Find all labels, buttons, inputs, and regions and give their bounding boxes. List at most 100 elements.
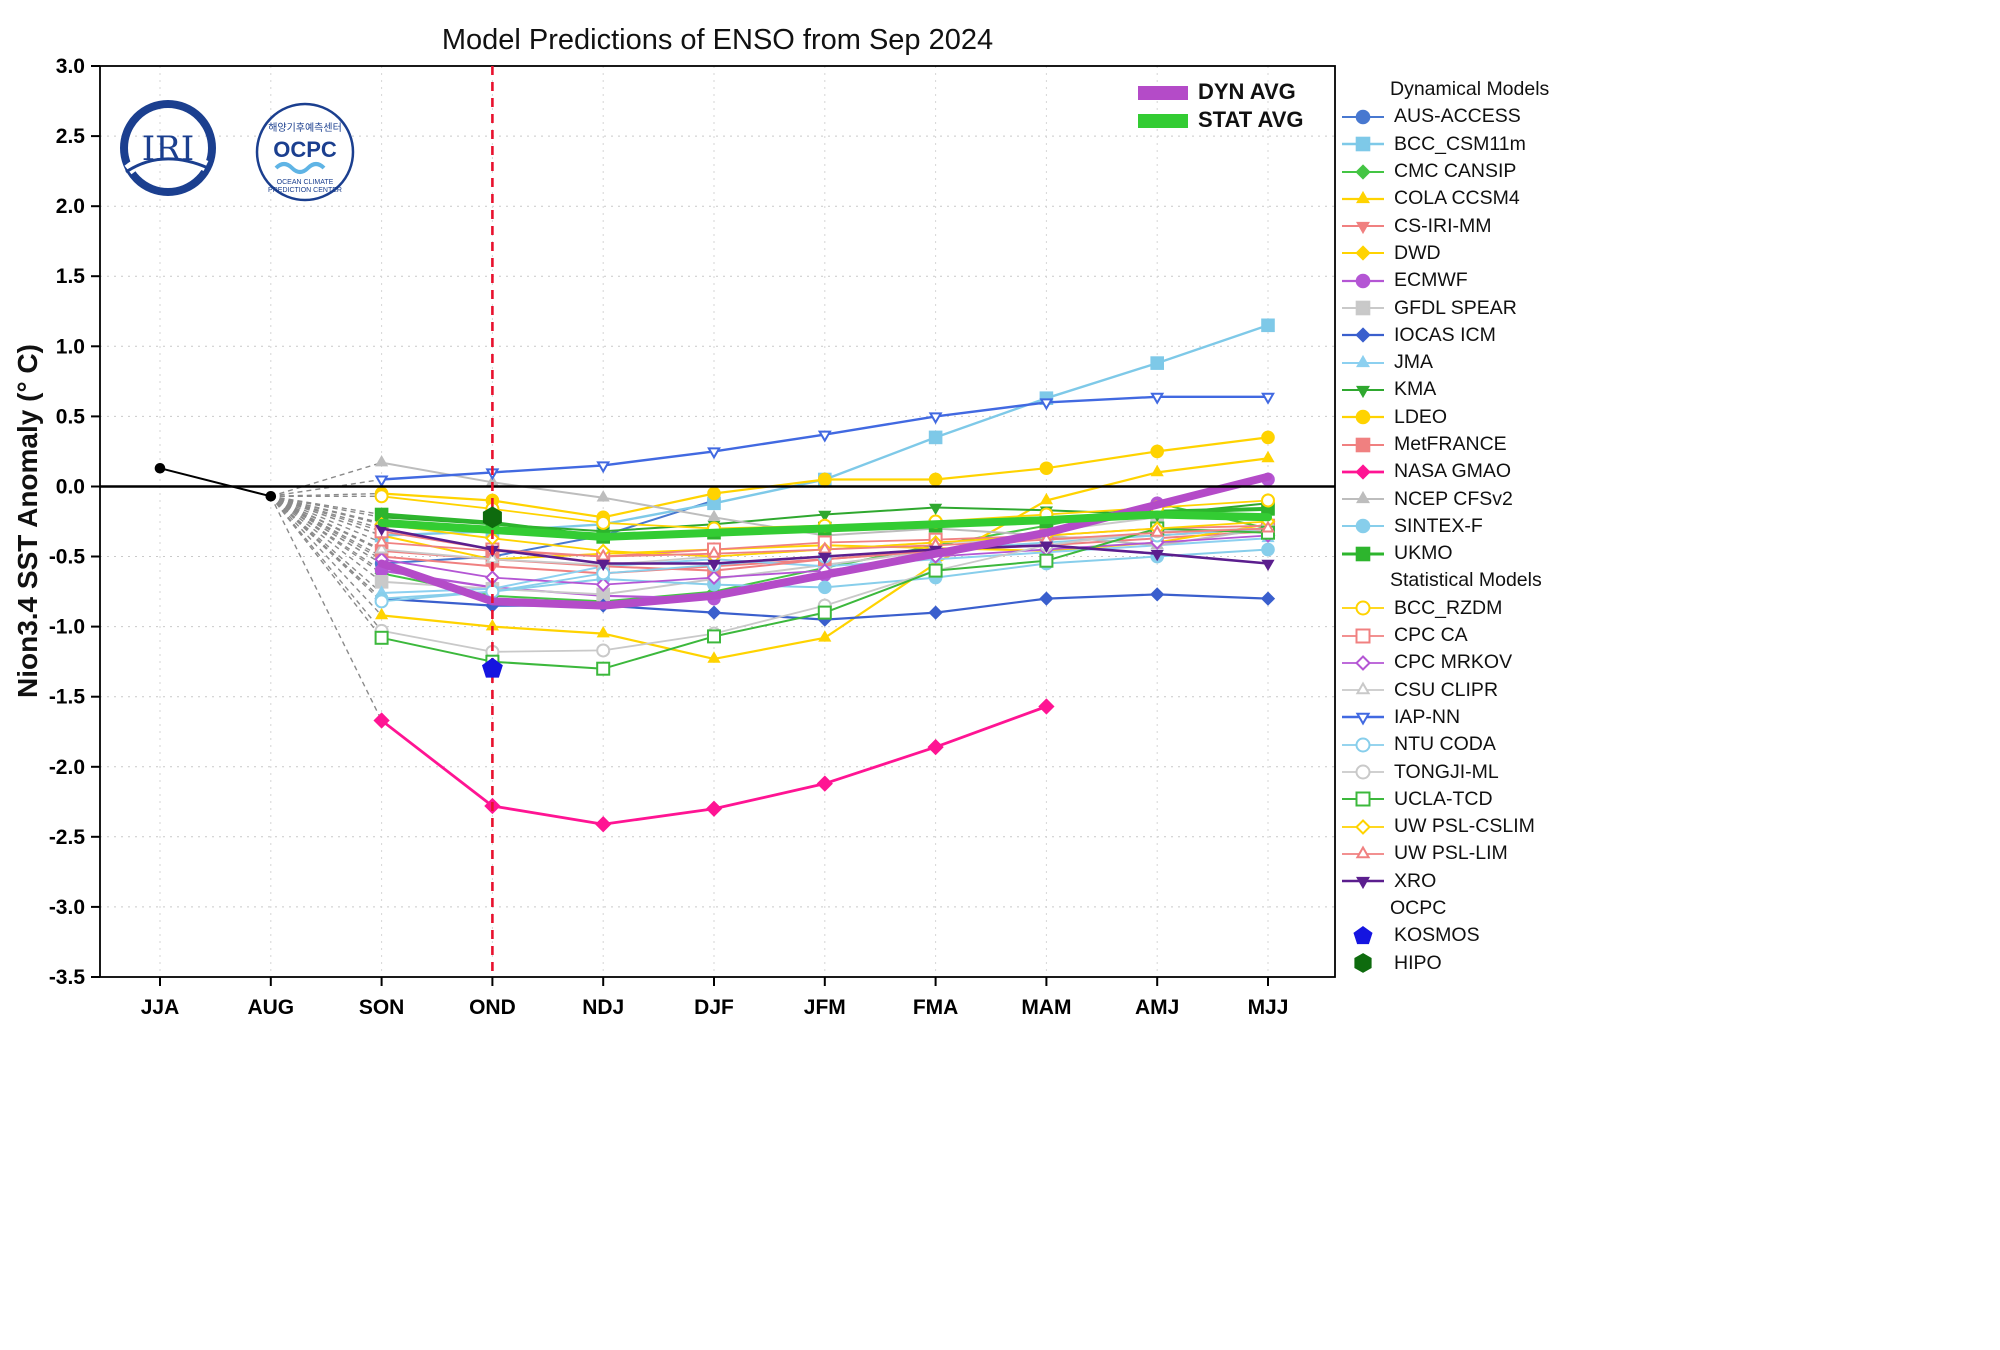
legend-label-uw-psl-lim: UW PSL-LIM	[1394, 842, 1508, 865]
series-marker-iap-nn	[1039, 398, 1054, 411]
fan-line-sintex-f	[270, 495, 383, 600]
legend-marker-tongji-ml	[1355, 764, 1371, 780]
legend-marker-hipo	[1354, 953, 1372, 974]
series-marker-cpc-mrkov	[706, 570, 722, 586]
series-marker-xro	[1150, 549, 1164, 562]
legend-item-cmc-cansip: CMC CANSIP	[1340, 158, 1995, 185]
legend-swatch-ncep-cfsv2	[1342, 490, 1384, 504]
legend-label-nasa-gmao: NASA GMAO	[1394, 460, 1512, 483]
series-marker-nasa-gmao	[595, 816, 612, 833]
legend-section-statistical: Statistical Models	[1390, 569, 1542, 592]
fan-line-jma	[270, 495, 383, 594]
series-marker-ncep-cfsv2	[375, 455, 389, 467]
series-marker-ucla-tcd	[707, 629, 721, 644]
legend-label-gfdl-spear: GFDL SPEAR	[1394, 296, 1517, 319]
y-tick-label: -2.0	[49, 756, 85, 779]
y-tick-label: -1.0	[49, 616, 85, 639]
legend-item-kma: KMA	[1340, 376, 1995, 403]
legend-label-cpc-ca: CPC CA	[1394, 624, 1468, 647]
y-tick-label: 2.0	[56, 195, 85, 218]
series-marker-ucla-tcd	[817, 605, 832, 620]
legend-marker-ncep-cfsv2	[1356, 490, 1370, 504]
legend-swatch-kosmos	[1353, 925, 1373, 944]
legend-label-ucla-tcd: UCLA-TCD	[1394, 787, 1493, 810]
legend-swatch-cpc-mrkov	[1342, 654, 1384, 671]
legend-label-cs-iri-mm: CS-IRI-MM	[1394, 214, 1492, 237]
legend-section-dynamical: Dynamical Models	[1390, 78, 1550, 101]
legend-item-csu-clipr: CSU CLIPR	[1340, 677, 1995, 704]
legend-swatch-xro	[1342, 877, 1384, 890]
series-marker-iocas-icm	[1039, 591, 1054, 606]
fan-line-tongji-ml	[270, 495, 383, 632]
series-marker-cola-ccsm4	[1039, 492, 1053, 505]
legend-item-iap-nn: IAP-NN	[1340, 704, 1995, 731]
series-marker-iap-nn	[1261, 392, 1275, 405]
x-tick-label: OND	[469, 996, 516, 1019]
series-marker-ntu-coda	[374, 594, 389, 609]
series-marker-ucla-tcd	[1039, 553, 1054, 568]
y-tick-label: -1.5	[49, 686, 86, 709]
legend-label-dwd: DWD	[1394, 241, 1441, 264]
legend-marker-uw-psl-lim	[1355, 845, 1371, 859]
legend-swatch-sintex-f	[1342, 519, 1384, 534]
series-marker-iocas-icm	[1150, 587, 1165, 602]
x-tick-label: JFM	[804, 996, 846, 1019]
x-tick-label: DJF	[694, 996, 734, 1019]
legend-item-gfdl-spear: GFDL SPEAR	[1340, 294, 1995, 321]
series-marker-uw-psl-lim	[817, 541, 832, 554]
series-marker-bcc-rzdm	[374, 489, 389, 504]
series-marker-cola-ccsm4	[818, 630, 832, 642]
series-marker-bcc-rzdm	[1261, 493, 1275, 508]
legend-marker-csu-clipr	[1355, 681, 1371, 695]
legend-label-uw-psl-cslim: UW PSL-CSLIM	[1394, 815, 1535, 838]
legend-swatch-ldeo	[1342, 409, 1384, 425]
series-marker-ldeo	[928, 472, 943, 487]
fan-line-cola-ccsm4	[270, 495, 383, 616]
legend-swatch-ntu-coda	[1342, 737, 1384, 753]
legend-swatch-tongji-ml	[1342, 764, 1384, 780]
legend-marker-gfdl-spear	[1355, 300, 1371, 316]
legend-label-ecmwf: ECMWF	[1394, 269, 1468, 292]
series-marker-kma	[929, 503, 943, 516]
legend-label-kma: KMA	[1394, 378, 1437, 401]
legend-marker-uw-psl-cslim	[1355, 818, 1371, 835]
series-marker-csu-clipr	[374, 541, 389, 554]
legend-swatch-jma	[1342, 354, 1384, 367]
legend-section-ocpc: OCPC	[1390, 897, 1447, 920]
legend-label-csu-clipr: CSU CLIPR	[1394, 678, 1499, 701]
series-marker-kosmos	[481, 657, 503, 678]
series-marker-cola-ccsm4	[1261, 450, 1275, 463]
legend-marker-ucla-tcd	[1355, 791, 1371, 807]
legend-item-jma: JMA	[1340, 349, 1995, 376]
series-marker-iocas-icm	[1260, 591, 1276, 606]
series-marker-iap-nn	[707, 447, 721, 460]
legend-marker-iap-nn	[1355, 713, 1371, 726]
series-marker-iap-nn	[928, 412, 943, 425]
legend-marker-sintex-f	[1355, 519, 1371, 534]
series-marker-xro	[818, 552, 832, 565]
series-marker-iocas-icm	[928, 605, 943, 620]
legend-marker-ecmwf	[1355, 273, 1371, 289]
legend-swatch-ecmwf	[1342, 273, 1384, 289]
legend-swatch-cola-ccsm4	[1342, 190, 1384, 203]
series-marker-ldeo	[1261, 430, 1275, 445]
legend-item-ukmo: UKMO	[1340, 540, 1995, 567]
series-marker-ldeo	[1150, 444, 1164, 459]
series-marker-nasa-gmao	[1038, 698, 1055, 715]
series-marker-ncep-cfsv2	[596, 490, 610, 502]
legend-marker-iocas-icm	[1355, 327, 1371, 343]
x-tick-label: AUG	[247, 996, 294, 1019]
fan-line-ecmwf	[270, 495, 382, 572]
series-marker-ldeo	[707, 486, 721, 501]
ocpc-logo-korean: 해양기후예측센터	[268, 121, 342, 134]
legend-label-aus-access: AUS-ACCESS	[1394, 105, 1521, 128]
series-marker-uw-psl-lim	[374, 534, 389, 547]
y-tick-label: -2.5	[49, 826, 86, 849]
iri-logo-text: IRI	[142, 129, 194, 169]
legend-marker-nasa-gmao	[1355, 464, 1371, 480]
series-marker-cola-ccsm4	[596, 626, 610, 638]
series-marker-sintex-f	[1261, 542, 1275, 557]
fan-line-iap-nn	[270, 478, 382, 497]
